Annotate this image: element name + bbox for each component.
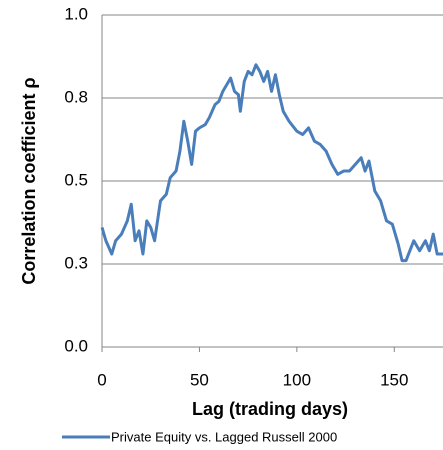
x-tick-label: 150 xyxy=(380,370,408,389)
x-tick-label: 100 xyxy=(283,370,311,389)
legend-label: Private Equity vs. Lagged Russell 2000 xyxy=(111,429,337,444)
x-axis-title: Lag (trading days) xyxy=(192,399,348,419)
x-tick-label: 50 xyxy=(190,370,209,389)
y-tick-label: 0.3 xyxy=(64,253,88,272)
data-line xyxy=(100,63,443,263)
y-axis-title: Correlation coefficient ρ xyxy=(19,77,39,284)
y-tick-label: 1.0 xyxy=(64,4,88,23)
y-tick-label: 0.8 xyxy=(64,87,88,106)
y-tick-label: 0.5 xyxy=(64,170,88,189)
y-tick-label: 0.0 xyxy=(64,336,88,355)
x-tick-label: 0 xyxy=(97,370,106,389)
